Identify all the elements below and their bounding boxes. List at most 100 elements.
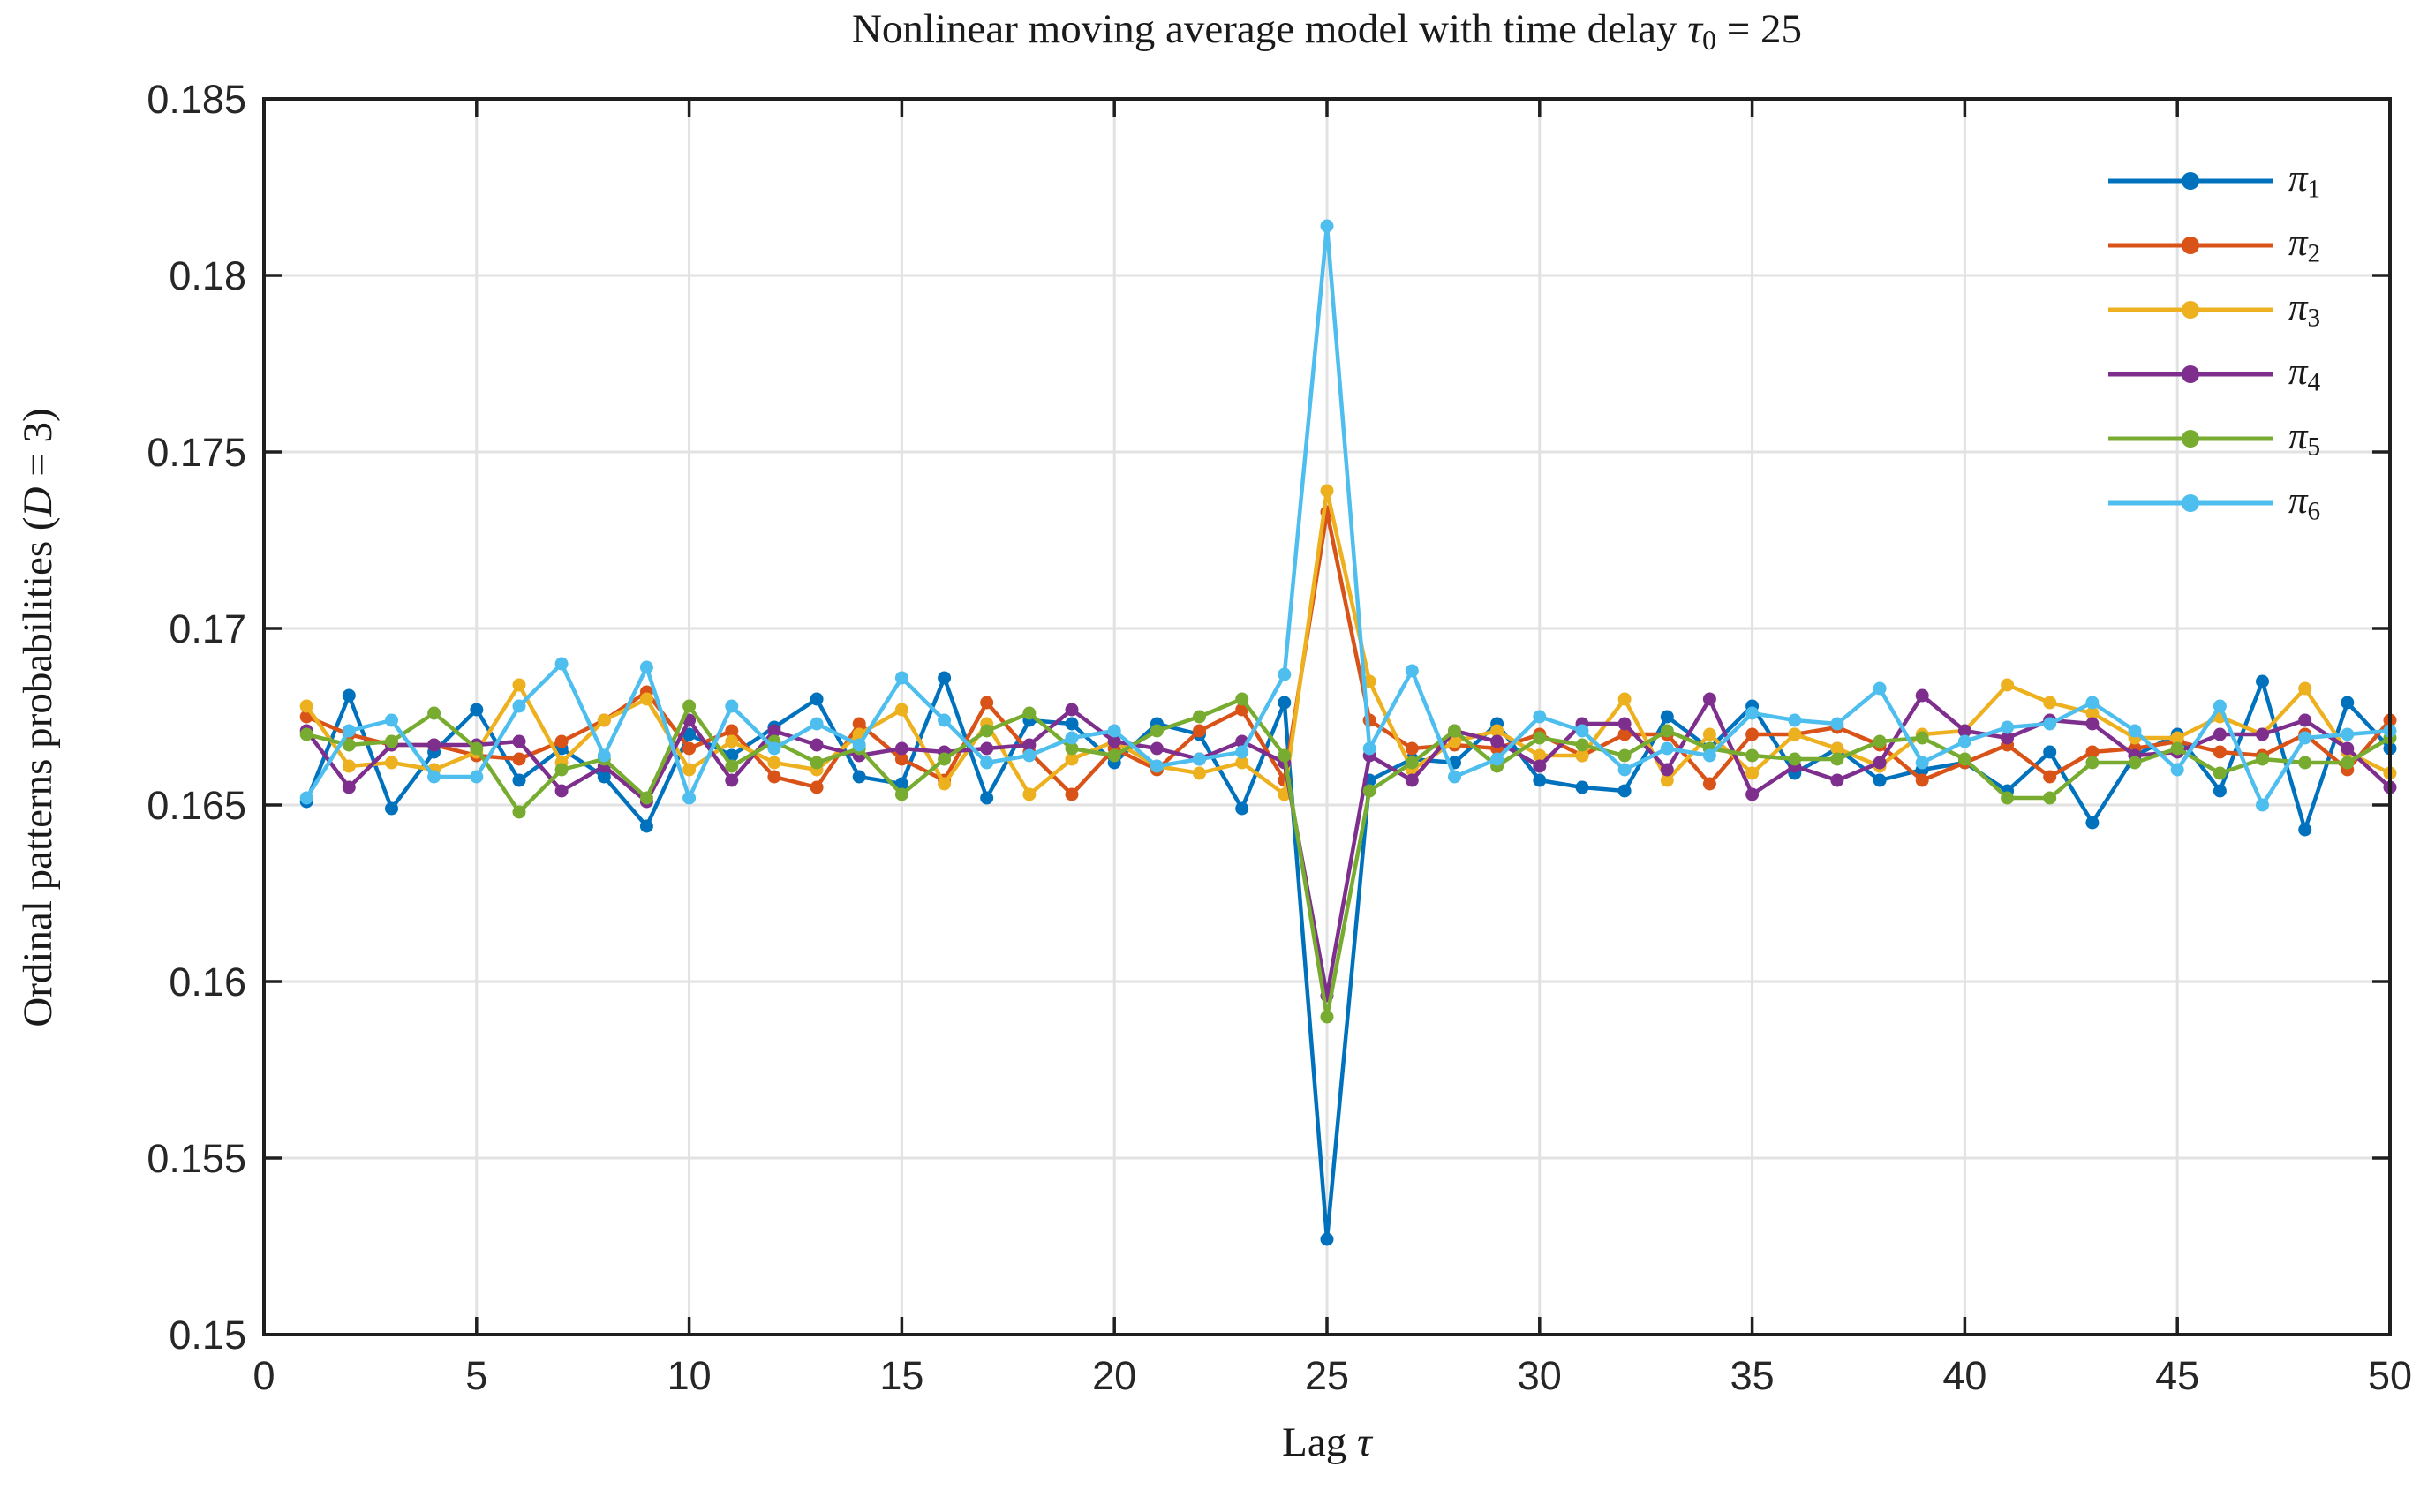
data-point	[1448, 734, 1461, 748]
series-line-5	[305, 696, 2392, 1019]
data-point	[894, 752, 908, 766]
legend-item-pi5: π5	[2108, 406, 2320, 470]
data-point	[1065, 741, 1079, 756]
data-point	[1235, 756, 1249, 770]
data-point	[852, 738, 866, 752]
data-point	[512, 734, 526, 748]
data-point	[2298, 756, 2312, 770]
data-point	[894, 703, 908, 717]
y-tick-label: 0.165	[147, 783, 246, 828]
data-point	[2043, 745, 2057, 759]
data-point	[1107, 748, 1121, 763]
data-point	[1830, 773, 1844, 787]
data-point	[1065, 787, 1079, 801]
data-point	[1065, 717, 1079, 731]
data-point	[1957, 752, 1971, 766]
data-point	[767, 724, 781, 738]
data-point	[1788, 727, 1802, 741]
data-point	[639, 791, 653, 805]
data-point	[1150, 741, 1164, 756]
data-point	[1490, 724, 1504, 738]
x-tick-label: 5	[465, 1353, 487, 1398]
data-point	[1490, 734, 1504, 748]
data-point	[682, 763, 697, 777]
data-point	[427, 770, 441, 784]
data-point	[1702, 777, 1716, 791]
data-point	[938, 777, 952, 791]
data-point	[1915, 731, 1929, 745]
legend-line-sample	[2108, 300, 2273, 319]
data-point	[2256, 727, 2269, 741]
legend-line-sample	[2108, 493, 2273, 512]
data-point	[1193, 766, 1206, 780]
data-point	[1405, 756, 1419, 770]
x-tick-label: 30	[1518, 1353, 1562, 1398]
data-point	[2043, 696, 2057, 710]
legend-label: π4	[2288, 350, 2321, 397]
chart-title: Nonlinear moving average model with time…	[264, 5, 2390, 56]
data-point	[1702, 748, 1716, 763]
data-point	[470, 741, 484, 756]
data-point	[2341, 696, 2355, 710]
data-point	[2170, 731, 2184, 745]
data-point	[512, 773, 526, 787]
data-point	[2341, 727, 2355, 741]
tau-subscript: 0	[1702, 24, 1717, 56]
y-tick-label: 0.17	[169, 606, 246, 651]
chart-title-suffix: = 25	[1716, 6, 1803, 52]
data-point	[1745, 727, 1760, 741]
data-point	[980, 696, 994, 710]
data-point	[1193, 710, 1206, 724]
data-point	[2128, 756, 2142, 770]
data-point	[1660, 763, 1674, 777]
data-point	[1915, 688, 1929, 703]
y-tick-label: 0.155	[147, 1136, 246, 1181]
legend-item-pi1: π1	[2108, 148, 2320, 213]
data-point	[2213, 699, 2227, 713]
data-point	[2298, 681, 2312, 696]
data-point	[1362, 741, 1376, 756]
data-point	[2085, 717, 2100, 731]
data-point	[1660, 710, 1674, 724]
data-point	[639, 692, 653, 706]
data-point	[1575, 738, 1589, 752]
data-point	[1405, 741, 1419, 756]
legend-line-sample	[2108, 429, 2273, 448]
data-point	[2001, 720, 2015, 734]
data-point	[1617, 727, 1632, 741]
data-point	[1575, 724, 1589, 738]
data-point	[2298, 731, 2312, 745]
legend-label: π1	[2288, 157, 2321, 204]
data-point	[1107, 734, 1121, 748]
data-point	[1617, 763, 1632, 777]
data-point	[639, 819, 653, 833]
series-line-2	[305, 509, 2392, 797]
data-point	[2085, 696, 2100, 710]
data-point	[1278, 696, 1292, 710]
data-point	[385, 801, 398, 816]
data-point	[2213, 766, 2227, 780]
chart-title-text: Nonlinear moving average model with time…	[851, 6, 1688, 52]
data-point	[2085, 756, 2100, 770]
y-tick-label: 0.185	[147, 77, 246, 122]
data-point	[725, 734, 739, 748]
data-point	[1660, 724, 1674, 738]
data-point	[938, 752, 952, 766]
data-point	[342, 738, 356, 752]
data-point	[1745, 766, 1760, 780]
x-tick-label: 0	[253, 1353, 275, 1398]
data-point	[810, 692, 824, 706]
data-point	[1022, 748, 1037, 763]
data-point	[2341, 741, 2355, 756]
data-point	[385, 756, 398, 770]
data-point	[1575, 748, 1589, 763]
data-point	[1320, 1232, 1334, 1246]
data-point	[2001, 678, 2015, 692]
data-point	[554, 763, 569, 777]
data-point	[1448, 724, 1461, 738]
data-point	[1745, 787, 1760, 801]
data-point	[682, 741, 697, 756]
data-point	[1873, 756, 1887, 770]
data-point	[1617, 717, 1632, 731]
